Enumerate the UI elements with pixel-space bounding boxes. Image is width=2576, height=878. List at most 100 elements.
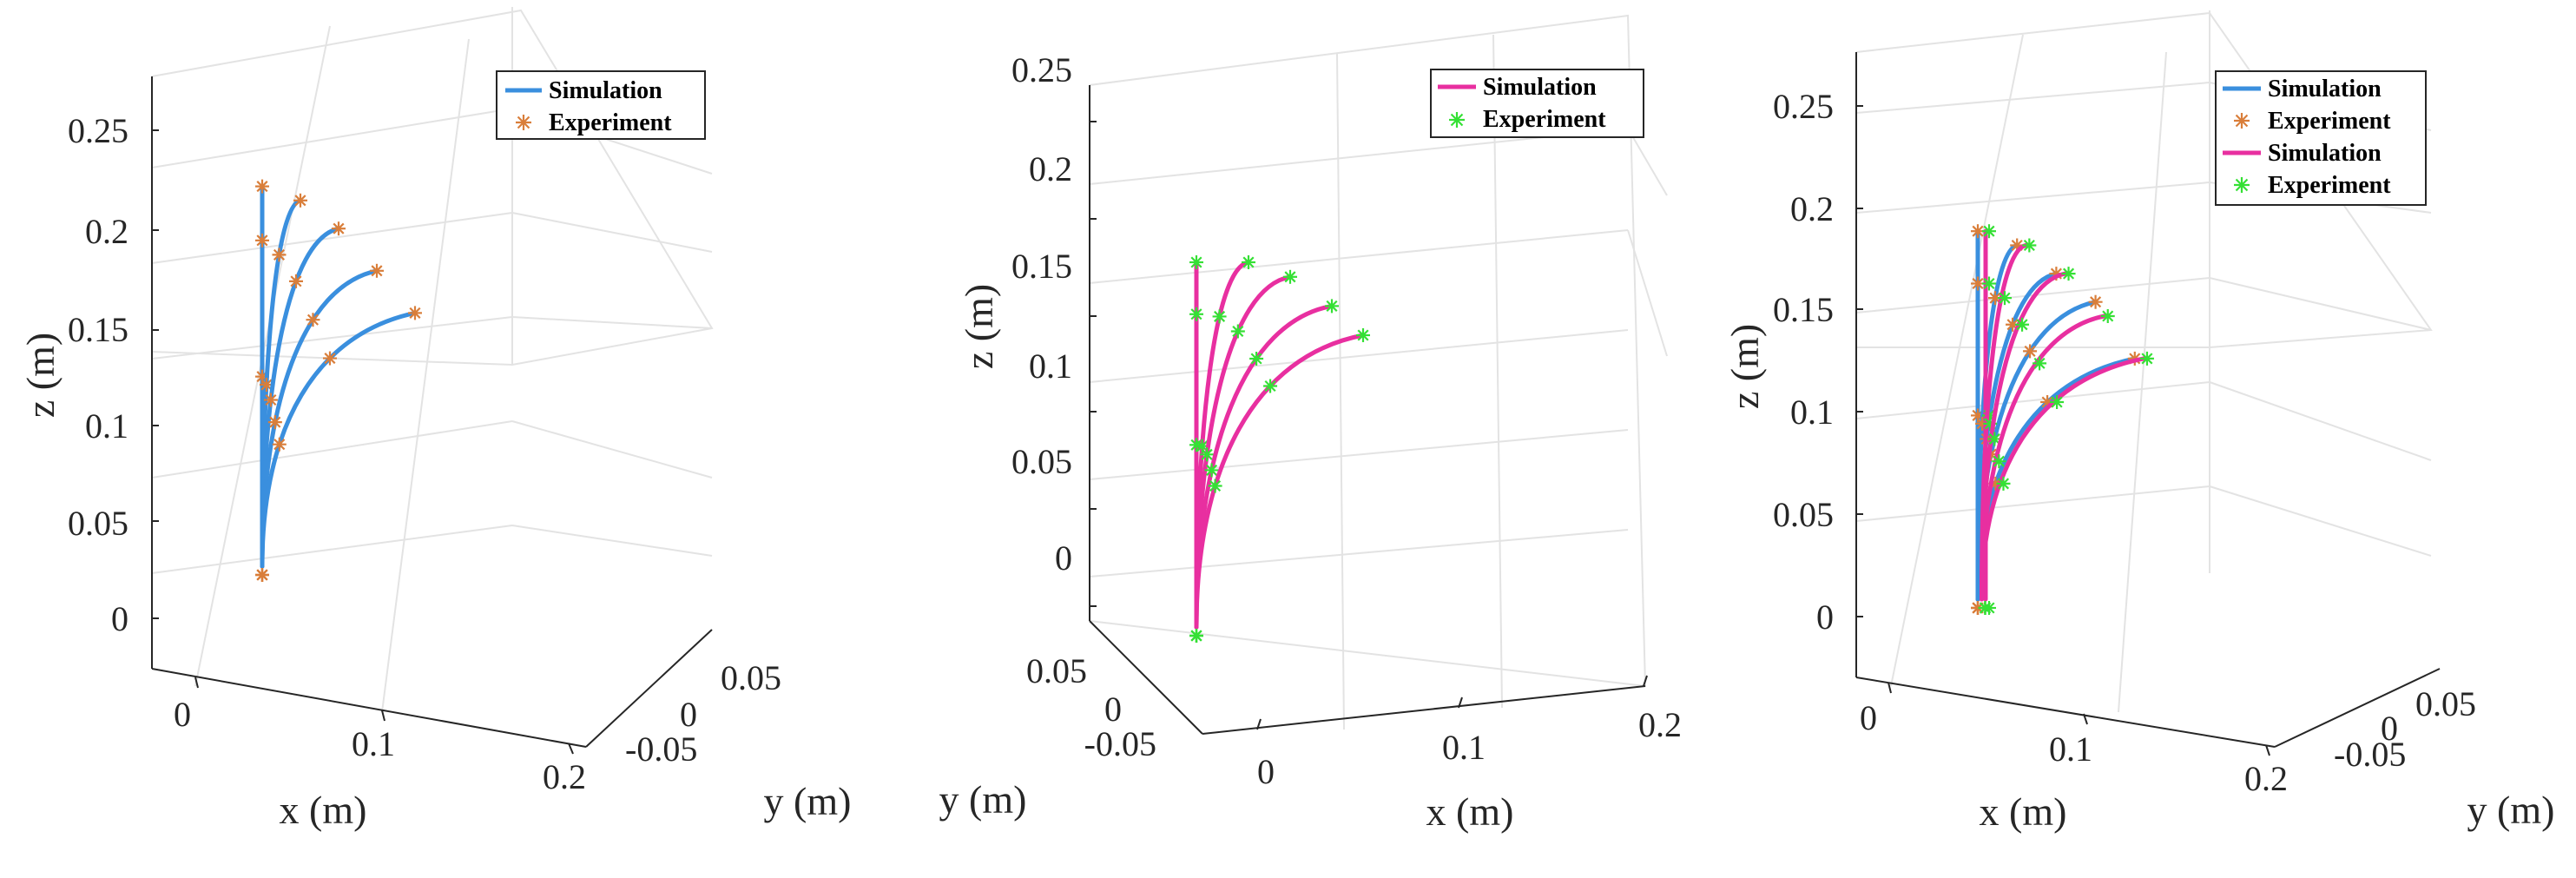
- experiment-marker: [2050, 394, 2065, 409]
- panel-3-z-tick: 0: [1816, 597, 1834, 637]
- experiment-marker: [2100, 309, 2115, 323]
- panel-2-y-tick: 0: [1104, 690, 1122, 729]
- experiment-marker: [293, 193, 307, 208]
- marker-stroke: [2016, 319, 2028, 331]
- marker-stroke: [1326, 300, 1338, 312]
- marker-stroke: [306, 314, 320, 326]
- experiment-marker: [1356, 328, 1370, 342]
- marker-stroke: [1214, 310, 1226, 322]
- panel-3: 0.25 0.2 0.15 0.1 0.05 0 0 0.1 0.2 0.05 …: [1723, 10, 2554, 834]
- marker-stroke: [1972, 277, 1984, 290]
- panel-3-grid: [1855, 10, 2433, 713]
- panel-1-x-tick: 0.1: [352, 724, 395, 763]
- panel-3-x-label: x (m): [1980, 789, 2067, 834]
- experiment-marker: [306, 313, 320, 327]
- panel-1-legend-box: [496, 70, 706, 140]
- panel-2-z-tick: 0.05: [1011, 442, 1072, 481]
- panel-1-z-tick: 0.2: [85, 212, 128, 251]
- marker-stroke: [1999, 292, 2011, 304]
- panel-1-legend: Simulation Experiment: [496, 70, 706, 140]
- marker-stroke: [2090, 296, 2102, 308]
- panel-2-z-tick: 0: [1055, 538, 1072, 578]
- experiment-marker: [1982, 224, 1996, 239]
- marker-stroke: [517, 116, 530, 129]
- panel-1-x-label: x (m): [280, 788, 367, 832]
- panel-2-y-label: y (m): [939, 777, 1027, 822]
- panel-3-curves: [1971, 224, 2154, 615]
- experiment-marker: [1325, 299, 1339, 314]
- panel-2-legend-label: Experiment: [1483, 106, 1606, 133]
- experiment-marker: [1263, 379, 1278, 393]
- experiment-marker: [255, 233, 269, 248]
- marker-stroke: [1242, 256, 1255, 268]
- panel-1-z-tick: 0.25: [68, 111, 128, 150]
- panel-3-x-tick: 0.1: [2049, 729, 2092, 769]
- panel-2-legend-label: Simulation: [1483, 74, 1597, 101]
- legend-marker-star: [1449, 112, 1465, 128]
- marker-stroke: [1264, 380, 1276, 393]
- panel-3-legend-marker-swatch: [2234, 177, 2250, 193]
- panel-1-legend-marker-swatch: [516, 115, 531, 130]
- experiment-marker: [408, 306, 422, 320]
- experiment-marker: [1204, 463, 1219, 478]
- panel-3-y-label: y (m): [2467, 788, 2555, 832]
- simulation-curve: [1194, 333, 1366, 630]
- experiment-marker: [263, 393, 278, 407]
- panel-3-legend-label: Experiment: [2268, 172, 2391, 199]
- experiment-marker: [1189, 629, 1203, 643]
- experiment-marker: [255, 179, 269, 194]
- marker-stroke: [1232, 325, 1244, 338]
- panel-3-legend-label: Experiment: [2268, 108, 2391, 135]
- marker-stroke: [2023, 239, 2035, 252]
- marker-stroke: [290, 275, 302, 287]
- panel-1: 0.25 0.2 0.15 0.1 0.05 0 0 0.1 0.2 0.05 …: [18, 7, 851, 832]
- experiment-marker: [1283, 269, 1297, 284]
- experiment-marker: [272, 437, 287, 452]
- legend-marker-star: [2234, 177, 2250, 193]
- panel-3-y-tick: 0.05: [2415, 684, 2476, 723]
- panel-1-y-tick: 0: [680, 695, 697, 734]
- panel-2-legend-box: [1430, 69, 1644, 138]
- experiment-marker: [1212, 309, 1227, 324]
- panel-3-legend: Simulation Experiment Simulation Experim…: [2215, 70, 2427, 206]
- panel-1-y-tick: -0.05: [625, 729, 697, 769]
- marker-stroke: [1979, 602, 1992, 614]
- experiment-marker: [255, 568, 269, 582]
- experiment-marker: [370, 263, 384, 278]
- panel-2-x-tick: 0.1: [1442, 728, 1486, 767]
- marker-stroke: [273, 248, 286, 261]
- marker-stroke: [294, 195, 306, 207]
- marker-stroke: [1450, 113, 1464, 127]
- marker-stroke: [2033, 357, 2046, 369]
- marker-stroke: [2024, 345, 2036, 357]
- panel-1-z-label: z (m): [18, 333, 63, 418]
- experiment-marker: [1978, 601, 1993, 615]
- marker-stroke: [265, 393, 277, 406]
- experiment-marker: [1200, 447, 1215, 462]
- experiment-marker: [2061, 267, 2076, 281]
- marker-stroke: [1190, 256, 1202, 268]
- experiment-marker: [2015, 317, 2030, 332]
- marker-stroke: [371, 265, 383, 277]
- panel-1-x-tick: 0.2: [543, 757, 586, 796]
- panel-2-z-tick: 0.1: [1029, 347, 1072, 386]
- marker-stroke: [2235, 178, 2249, 192]
- panel-2-z-tick: 0.15: [1011, 247, 1072, 286]
- experiment-marker: [1998, 291, 2013, 306]
- panel-3-legend-marker-swatch: [2234, 113, 2250, 129]
- panel-1-y-tick: 0.05: [721, 658, 781, 697]
- panel-1-axes: [151, 76, 713, 755]
- panel-1-x-tick: 0: [174, 695, 191, 734]
- experiment-marker: [259, 378, 273, 393]
- marker-stroke: [1997, 478, 2010, 490]
- panel-3-z-tick: 0.2: [1790, 189, 1834, 228]
- panel-3-x-tick: 0.2: [2244, 759, 2288, 798]
- panel-3-z-tick: 0.05: [1773, 495, 1834, 534]
- panel-2-x-tick: 0: [1257, 752, 1275, 791]
- marker-stroke: [324, 353, 336, 365]
- marker-stroke: [1201, 448, 1213, 460]
- marker-stroke: [1357, 329, 1369, 341]
- panel-3-z-label: z (m): [1723, 324, 1767, 409]
- panel-2-x-tick: 0.2: [1638, 705, 1682, 744]
